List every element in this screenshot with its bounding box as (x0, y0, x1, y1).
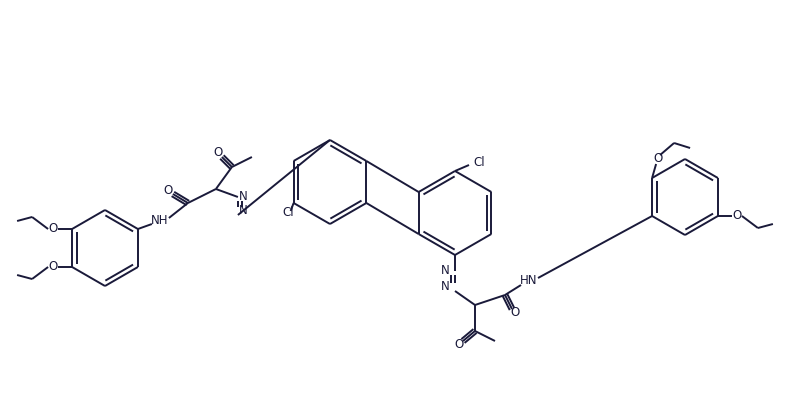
Text: NH: NH (151, 214, 168, 228)
Text: N: N (239, 190, 247, 203)
Text: HN: HN (520, 275, 537, 288)
Text: Cl: Cl (472, 156, 484, 169)
Text: O: O (213, 147, 222, 160)
Text: Cl: Cl (282, 207, 294, 220)
Text: O: O (163, 184, 172, 198)
Text: O: O (48, 260, 58, 273)
Text: N: N (441, 265, 449, 278)
Text: O: O (510, 307, 519, 320)
Text: N: N (239, 205, 247, 218)
Text: O: O (653, 152, 662, 166)
Text: O: O (454, 339, 463, 352)
Text: O: O (48, 222, 58, 235)
Text: N: N (441, 280, 449, 293)
Text: O: O (731, 209, 740, 222)
